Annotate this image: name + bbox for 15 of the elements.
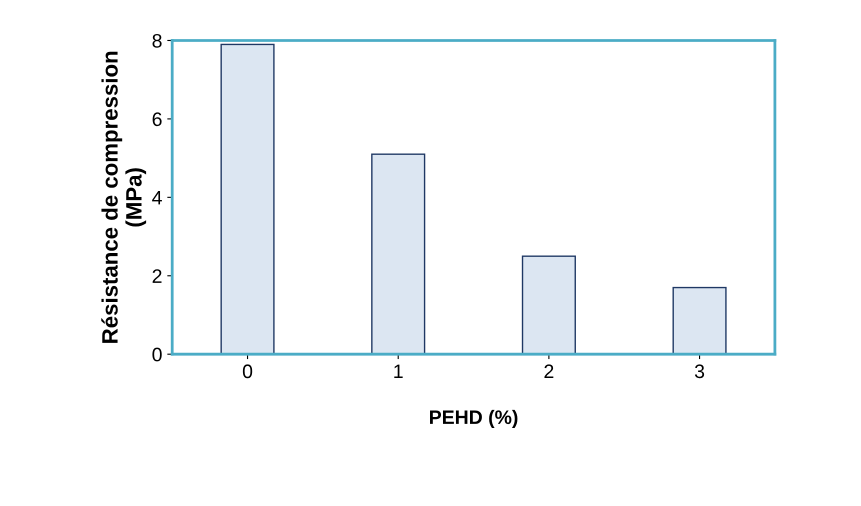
x-tick-label: 2 (544, 364, 554, 378)
y-axis-title: Résistance de compression (MPa) (101, 52, 146, 343)
y-tick-label: 2 (152, 269, 162, 283)
x-tick-label: 3 (694, 364, 704, 378)
y-tick-label: 4 (152, 191, 162, 204)
x-tick-label: 0 (242, 364, 252, 378)
x-tick-label: 1 (394, 364, 403, 378)
bar (371, 154, 426, 354)
bar (220, 44, 275, 354)
x-axis-title: PEHD (%) (430, 410, 518, 428)
bar (522, 255, 576, 354)
bar (672, 286, 727, 354)
y-tick-label: 6 (152, 112, 162, 126)
y-tick-label: 8 (152, 34, 162, 48)
y-tick-label: 0 (152, 348, 162, 362)
